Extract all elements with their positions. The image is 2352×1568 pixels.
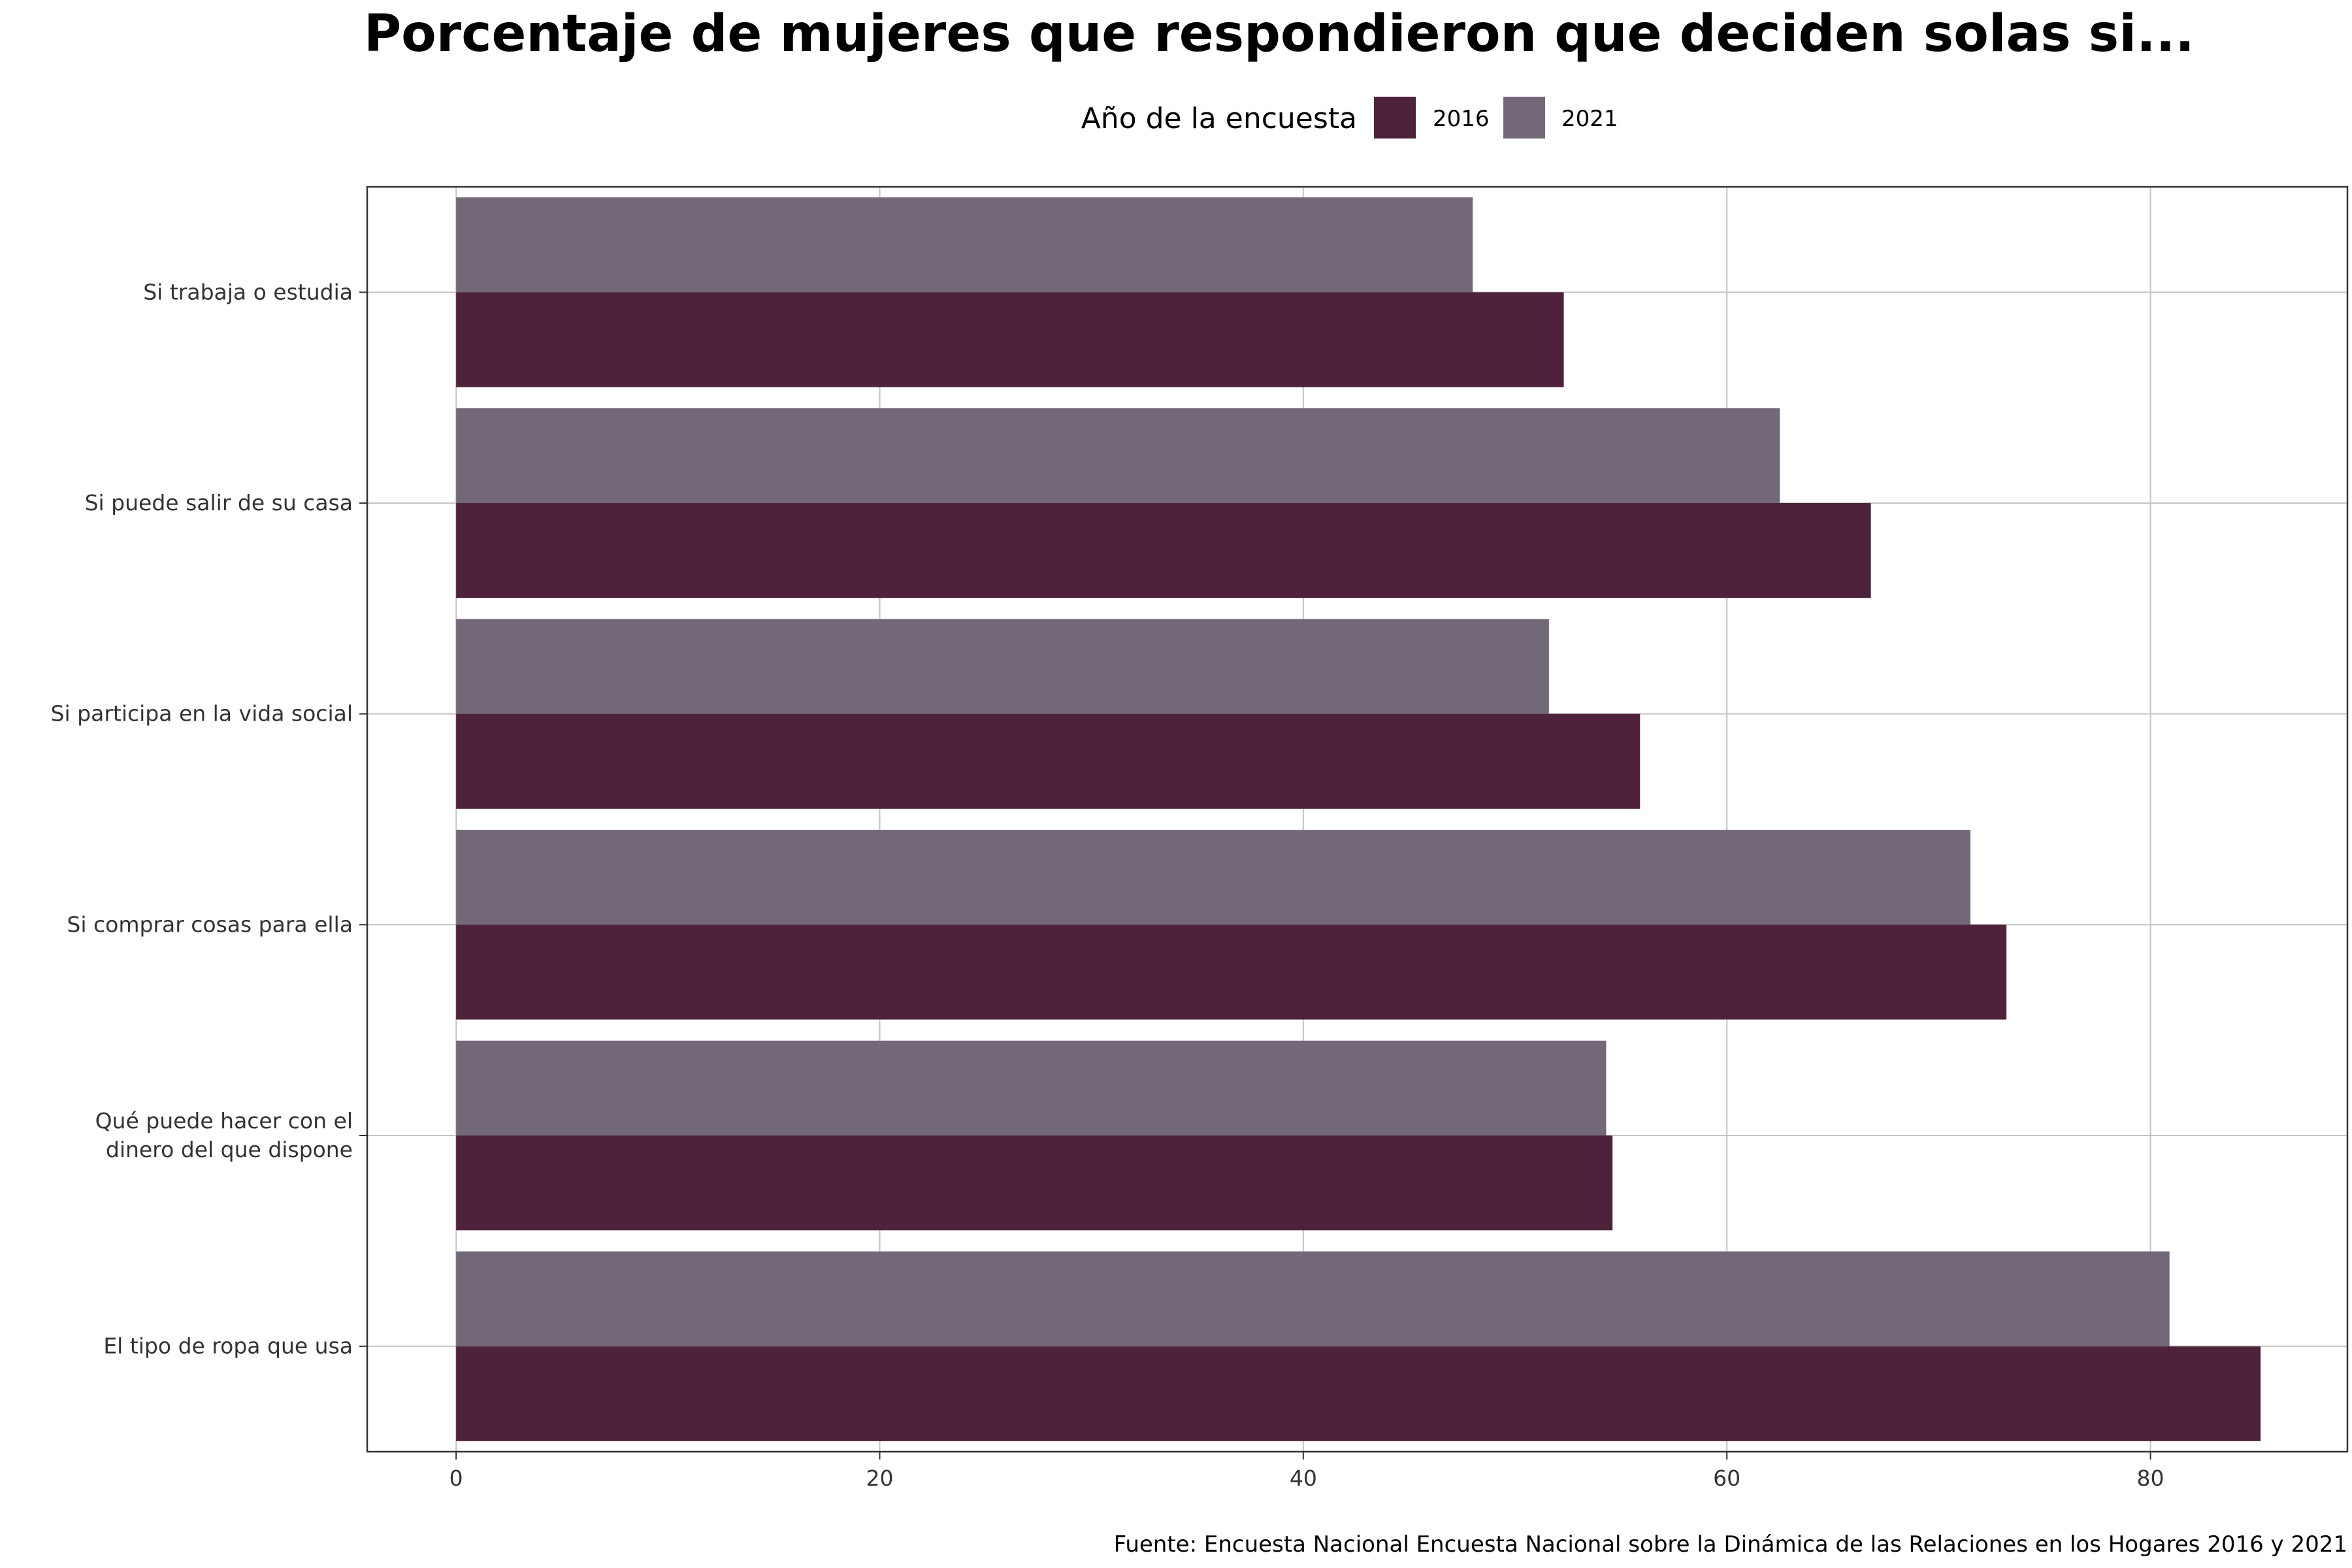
y-tick-label-1: Si puede salir de su casa (85, 490, 353, 515)
bar-2016-3 (456, 924, 2007, 1020)
y-tick-label-4: Qué puede hacer con el dinero del que dis… (95, 1108, 353, 1162)
legend: Año de la encuesta 2016 2021 (1081, 97, 1618, 139)
y-tick-label-5: El tipo de ropa que usa (103, 1333, 353, 1359)
y-tick-label-0: Si trabaja o estudia (143, 279, 353, 304)
bar-2016-2 (456, 713, 1641, 809)
y-tick-label-3: Si comprar cosas para ella (67, 911, 353, 937)
chart-title: Porcentaje de mujeres que respondieron q… (364, 5, 2195, 63)
legend-title: Año de la encuesta (1081, 102, 1357, 135)
plot-panel-border (366, 186, 2349, 1453)
x-tick-label-20: 20 (866, 1465, 893, 1491)
bar-2021-1 (456, 408, 1780, 503)
bar-2016-1 (456, 503, 1871, 598)
bar-2016-0 (456, 292, 1564, 387)
legend-label-2016: 2016 (1433, 106, 1490, 132)
bar-2021-2 (456, 619, 1549, 714)
bar-2021-0 (456, 197, 1473, 293)
chart-caption: Fuente: Encuesta Nacional Encuesta Nacio… (1114, 1531, 2347, 1558)
x-tick-label-60: 60 (1713, 1465, 1740, 1491)
x-tick-label-40: 40 (1290, 1465, 1317, 1491)
x-tick-label-80: 80 (2137, 1465, 2164, 1491)
legend-swatch-2021 (1503, 97, 1545, 139)
legend-label-2021: 2021 (1561, 106, 1618, 132)
bars (456, 197, 2261, 1441)
bar-2016-5 (456, 1346, 2261, 1441)
legend-swatch-2016 (1374, 97, 1416, 139)
bar-2021-5 (456, 1251, 2170, 1347)
bar-2021-4 (456, 1040, 1607, 1135)
bar-2016-4 (456, 1135, 1613, 1231)
axes: 0 20 40 60 80 Si trabaja o estudia Si puede sa… (51, 279, 2164, 1491)
y-tick-label-2: Si participa en la vida social (51, 701, 353, 727)
bar-2021-3 (456, 830, 1970, 925)
x-tick-label-0: 0 (449, 1465, 463, 1491)
